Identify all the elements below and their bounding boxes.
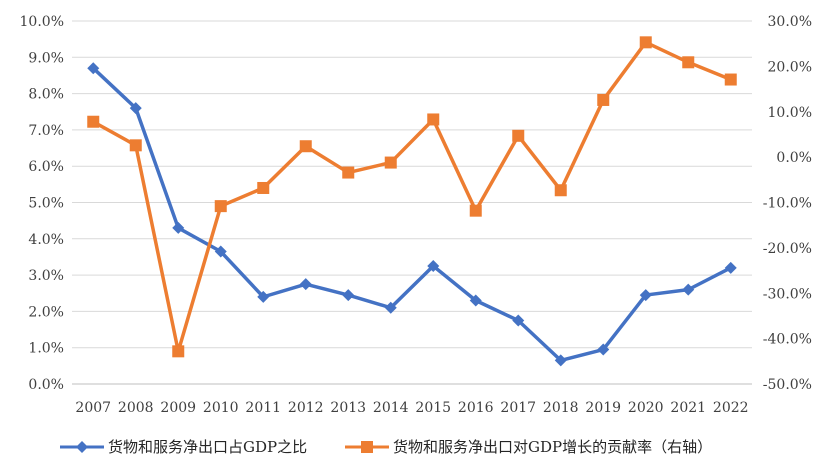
right-axis-tick-label: -40.0%: [763, 332, 812, 348]
data-point-square: [724, 73, 737, 86]
data-point-diamond: [384, 301, 397, 314]
data-point-diamond: [724, 261, 737, 274]
data-point-diamond: [299, 278, 312, 291]
legend-marker-square: [361, 441, 373, 453]
x-axis-tick-label: 2012: [288, 400, 324, 416]
series-net-export-share: [87, 62, 737, 367]
data-point-square: [214, 200, 227, 213]
right-axis-tick-label: -30.0%: [763, 286, 812, 302]
x-axis-tick-label: 2016: [458, 400, 494, 416]
right-axis-tick-label: 0.0%: [776, 150, 812, 166]
x-axis-tick-label: 2017: [500, 400, 536, 416]
series-contribution-rate: [87, 36, 737, 358]
left-axis-tick-label: 5.0%: [28, 196, 64, 212]
gridlines: [72, 20, 752, 385]
left-axis-tick-label: 9.0%: [28, 50, 64, 66]
data-point-diamond: [214, 245, 227, 258]
right-axis-tick-label: -10.0%: [763, 196, 812, 212]
right-axis-tick-label: 10.0%: [768, 105, 812, 121]
data-point-diamond: [469, 294, 482, 307]
data-point-diamond: [427, 260, 440, 273]
x-axis-tick-label: 2010: [203, 400, 239, 416]
data-point-square: [299, 140, 312, 153]
legend-marker-diamond: [76, 441, 88, 453]
x-axis-tick-label: 2022: [713, 400, 749, 416]
legend-label-net-export-share: 货物和服务净出口占GDP之比: [108, 438, 307, 456]
series-line: [92, 66, 732, 363]
data-point-diamond: [257, 290, 270, 303]
data-point-square: [597, 93, 610, 106]
x-axis-tick-label: 2021: [670, 400, 706, 416]
legend-item-contribution-rate: 货物和服务净出口对GDP增长的贡献率（右轴）: [345, 438, 712, 456]
data-point-diamond: [554, 354, 567, 367]
x-axis-tick-label: 2007: [75, 400, 111, 416]
data-point-diamond: [172, 221, 185, 234]
data-point-square: [682, 56, 695, 69]
left-axis-tick-label: 7.0%: [28, 123, 64, 139]
x-axis-tick-label: 2020: [628, 400, 664, 416]
left-axis-tick-label: 2.0%: [28, 304, 64, 320]
legend: 货物和服务净出口占GDP之比 货物和服务净出口对GDP增长的贡献率（右轴）: [60, 438, 712, 456]
data-point-diamond: [512, 314, 525, 327]
data-point-square: [427, 113, 440, 126]
x-axis-tick-label: 2019: [585, 400, 621, 416]
x-axis-tick-label: 2009: [160, 400, 196, 416]
data-point-square: [129, 139, 142, 152]
data-point-diamond: [682, 283, 695, 296]
x-axis-tick-label: 2014: [373, 400, 409, 416]
data-point-square: [257, 181, 270, 194]
x-axis-tick-label: 2013: [330, 400, 366, 416]
data-point-square: [512, 129, 525, 142]
left-axis-tick-label: 4.0%: [28, 232, 64, 248]
data-point-square: [342, 166, 355, 179]
legend-label-contribution-rate: 货物和服务净出口对GDP增长的贡献率（右轴）: [393, 438, 712, 456]
left-axis-tick-label: 10.0%: [20, 14, 64, 30]
right-axis-tick-label: 30.0%: [768, 14, 812, 30]
data-point-diamond: [129, 102, 142, 115]
right-axis-tick-label: -50.0%: [763, 377, 812, 393]
data-point-diamond: [342, 289, 355, 302]
left-axis-tick-label: 1.0%: [28, 341, 64, 357]
data-point-diamond: [87, 62, 100, 75]
left-axis-tick-label: 6.0%: [28, 159, 64, 175]
left-axis-tick-label: 0.0%: [28, 377, 64, 393]
x-axis-tick-label: 2018: [543, 400, 579, 416]
left-axis-tick-label: 3.0%: [28, 268, 64, 284]
left-axis-tick-label: 8.0%: [28, 87, 64, 103]
right-axis-tick-label: -20.0%: [763, 241, 812, 257]
x-axis-tick-label: 2011: [245, 400, 281, 416]
right-axis-tick-labels: -50.0% -40.0% -30.0% -20.0% -10.0% 0.0% 10.0% 2…: [763, 14, 812, 393]
legend-item-net-export-share: 货物和服务净出口占GDP之比: [60, 438, 307, 456]
data-point-square: [554, 184, 567, 197]
data-point-square: [639, 36, 652, 49]
right-axis-tick-label: 20.0%: [768, 59, 812, 75]
series-line: [92, 40, 732, 354]
x-axis-tick-labels: 2007 2008 2009 2010 2011 2012 2013 2014 2015 2016…: [75, 400, 748, 416]
data-point-square: [172, 345, 185, 358]
data-point-diamond: [639, 289, 652, 302]
data-point-square: [469, 204, 482, 217]
data-point-square: [384, 156, 397, 169]
series-layer: [87, 36, 737, 367]
left-axis-tick-labels: 0.0% 1.0% 2.0% 3.0% 4.0% 5.0% 6.0% 7.0% 8.0% 9.0%…: [20, 14, 64, 393]
data-point-diamond: [597, 343, 610, 356]
x-axis-tick-label: 2008: [118, 400, 154, 416]
data-point-square: [87, 115, 100, 128]
x-axis-tick-label: 2015: [415, 400, 451, 416]
